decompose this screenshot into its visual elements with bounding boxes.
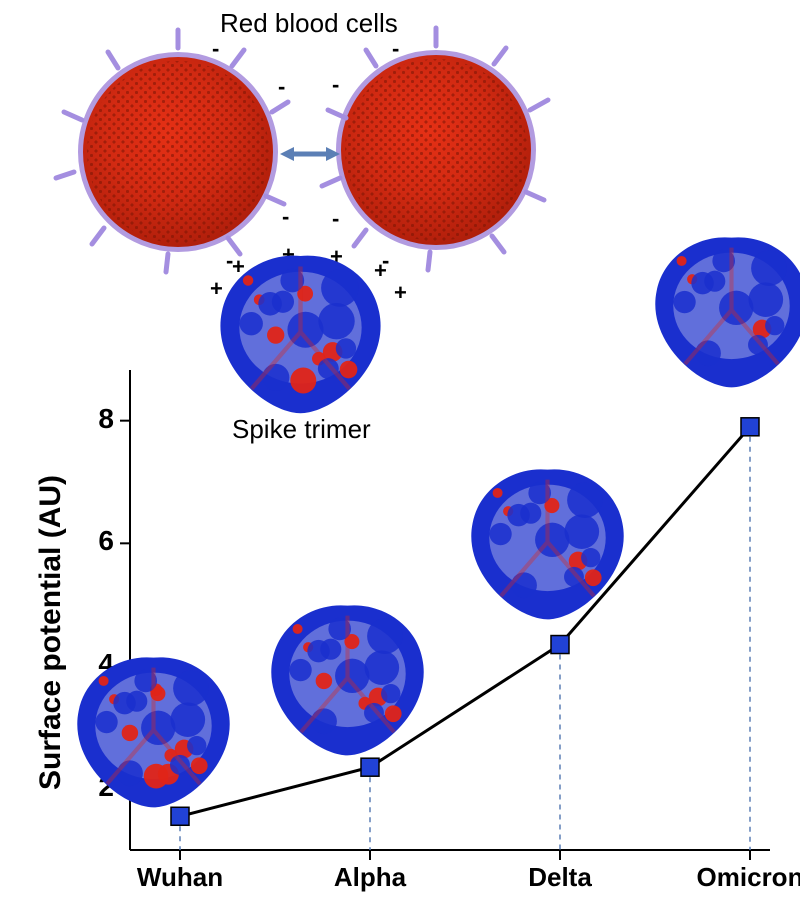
spike-trimer-thumb	[464, 463, 631, 626]
x-tick-label: Alpha	[334, 862, 406, 893]
y-tick-label: 6	[84, 525, 114, 557]
data-marker	[551, 636, 569, 654]
spike-trimer-thumb	[264, 599, 431, 762]
spike-trimer-thumb	[648, 231, 800, 394]
x-tick-label: Wuhan	[137, 862, 223, 893]
data-marker	[741, 418, 759, 436]
x-tick-label: Omicron	[697, 862, 800, 893]
spike-trimer-center	[213, 249, 388, 420]
spike-trimer-thumb	[70, 651, 237, 814]
x-tick-label: Delta	[528, 862, 592, 893]
y-tick-label: 8	[84, 403, 114, 435]
